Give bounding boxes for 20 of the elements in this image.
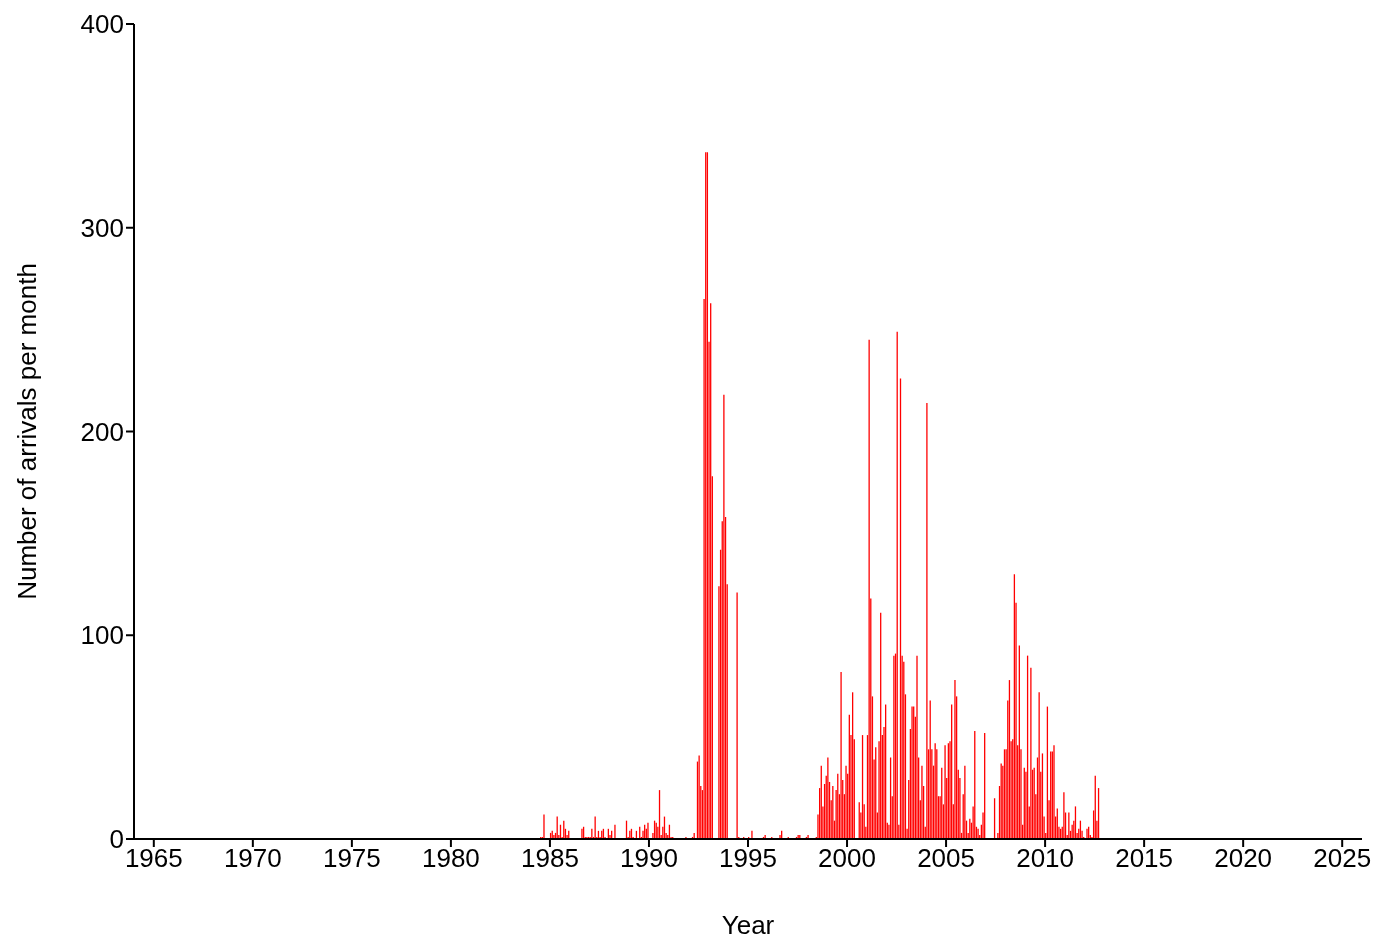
x-tick-label: 1995: [719, 843, 777, 874]
x-tick-label: 1990: [620, 843, 678, 874]
y-tick-label: 100: [80, 620, 124, 651]
x-tick-label: 2025: [1313, 843, 1372, 874]
x-tick-label: 2020: [1214, 843, 1273, 874]
y-axis-title: Number of arrivals per month: [12, 263, 42, 600]
y-tick-label: 400: [80, 9, 124, 40]
y-tick-label: 200: [80, 416, 124, 447]
x-tick-label: 1965: [124, 843, 183, 874]
x-tick-label: 2005: [917, 843, 975, 874]
x-tick-label: 2000: [818, 843, 876, 874]
x-axis-title: Year: [721, 910, 775, 940]
x-tick-label: 1975: [322, 843, 381, 874]
x-tick-label: 2015: [1115, 843, 1174, 874]
x-tick-label: 1985: [521, 843, 579, 874]
x-tick-label: 2010: [1016, 843, 1075, 874]
x-tick-label: 1970: [223, 843, 282, 874]
y-tick-label: 300: [80, 212, 124, 243]
y-tick-label: 0: [109, 824, 124, 855]
x-tick-label: 1980: [421, 843, 480, 874]
